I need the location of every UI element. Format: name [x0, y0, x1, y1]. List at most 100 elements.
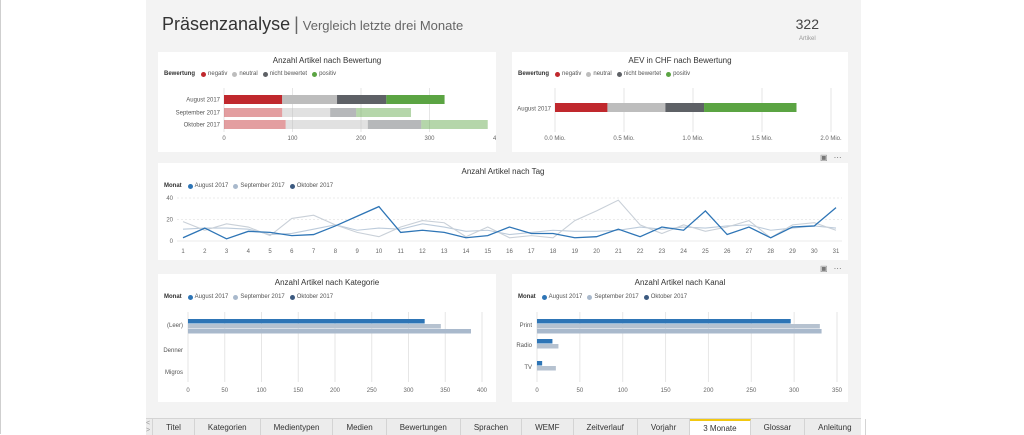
legend-item-sep[interactable]: September 2017 [233, 294, 285, 300]
y-category-label: Denner [163, 348, 183, 354]
tab-titel[interactable]: Titel [153, 419, 195, 435]
x-tick-label: 10 [376, 249, 383, 255]
x-tick-label: 31 [833, 249, 840, 255]
chart-bewertung[interactable]: Anzahl Artikel nach Bewertung Bewertung … [158, 52, 496, 152]
legend-item-nicht-bewertet[interactable]: nicht bewertet [616, 71, 661, 77]
y-category-label: September 2017 [176, 111, 221, 117]
tab-scroll-arrows[interactable]: < > [146, 419, 154, 435]
bar-segment [224, 95, 283, 104]
legend-item-neutral[interactable]: neutral [232, 71, 258, 77]
legend-item-aug[interactable]: August 2017 [187, 294, 228, 300]
x-tick-label: 0.5 Mio. [613, 136, 635, 142]
card-toolbar: ▣ ⋯ [820, 153, 842, 162]
x-tick-label: 17 [528, 249, 535, 255]
chart-aev[interactable]: AEV in CHF nach Bewertung Bewertung nega… [512, 52, 848, 152]
x-tick-label: 16 [506, 249, 513, 255]
bar-segment [282, 95, 338, 104]
x-tick-label: 150 [661, 388, 672, 394]
x-tick-label: 12 [419, 249, 426, 255]
bar-segment [421, 120, 488, 129]
x-tick-label: 100 [256, 388, 267, 394]
legend-item-negativ[interactable]: negativ [555, 71, 581, 77]
legend-item-okt[interactable]: Oktober 2017 [289, 183, 333, 189]
x-tick-label: 250 [367, 388, 378, 394]
x-tick-label: 300 [424, 136, 435, 142]
legend-item-sep[interactable]: September 2017 [233, 183, 285, 189]
legend-title: Monat [518, 294, 536, 300]
page-title: Präsenzanalyse [162, 14, 291, 34]
series-line-0 [182, 205, 837, 240]
x-tick-label: 8 [334, 249, 338, 255]
focus-mode-icon[interactable]: ▣ [820, 264, 828, 273]
chart-title: Anzahl Artikel nach Kanal [634, 278, 726, 287]
x-tick-label: 11 [398, 249, 405, 255]
chart-title: Anzahl Artikel nach Tag [461, 167, 545, 176]
x-tick-label: 400 [493, 136, 496, 142]
y-category-label: August 2017 [186, 98, 220, 104]
tab-3-monate[interactable]: 3 Monate [690, 419, 751, 435]
report-canvas: Präsenzanalyse | Vergleich letzte drei M… [146, 0, 861, 418]
bar [188, 319, 425, 324]
x-tick-label: 100 [618, 388, 629, 394]
tab-anleitung[interactable]: Anleitung [805, 419, 866, 435]
legend-item-positiv[interactable]: positiv [666, 71, 690, 77]
bar [537, 339, 553, 344]
x-tick-label: 23 [659, 249, 666, 255]
tab-kategorien[interactable]: Kategorien [195, 419, 261, 435]
bar-segment [356, 108, 412, 117]
bar-segment [555, 103, 608, 112]
bar [537, 344, 559, 349]
bar-segment [665, 103, 705, 112]
x-tick-label: 0.0 Mio. [544, 136, 566, 142]
ellipsis-icon[interactable]: ⋯ [833, 153, 842, 162]
chart-plot: 0 50 100 150 200 250 300 350 Print Radio TV [516, 312, 843, 394]
tab-medien[interactable]: Medien [333, 419, 387, 435]
tab-glossar[interactable]: Glossar [751, 419, 806, 435]
y-tick-label: 20 [166, 218, 173, 224]
bar-segment [282, 108, 331, 117]
bar [537, 324, 820, 329]
tab-zeitverlauf[interactable]: Zeitverlauf [574, 419, 638, 435]
legend-item-sep[interactable]: September 2017 [587, 294, 639, 300]
legend-item-positiv[interactable]: positiv [312, 71, 336, 77]
kpi-value: 322 [795, 16, 819, 32]
card-toolbar: ▣ ⋯ [820, 264, 842, 273]
tab-sprachen[interactable]: Sprachen [461, 419, 523, 435]
x-tick-label: 50 [577, 388, 584, 394]
x-tick-label: 350 [440, 388, 451, 394]
chart-title: Anzahl Artikel nach Bewertung [272, 56, 382, 65]
chart-legend: Monat August 2017 September 2017 Oktober… [164, 183, 338, 189]
bar-segment [367, 120, 422, 129]
chart-title: AEV in CHF nach Bewertung [628, 56, 732, 65]
chart-legend: Bewertung negativ neutral nicht bewertet… [164, 71, 341, 77]
chart-tag[interactable]: Anzahl Artikel nach Tag Monat August 201… [158, 163, 848, 260]
x-tick-label: 27 [746, 249, 753, 255]
x-tick-label: 200 [703, 388, 714, 394]
tab-wemf[interactable]: WEMF [522, 419, 574, 435]
kpi-card[interactable]: 322 Artikel [796, 16, 819, 42]
tab-medientypen[interactable]: Medientypen [261, 419, 334, 435]
legend-item-aug[interactable]: August 2017 [187, 183, 228, 189]
bar-segment [224, 120, 286, 129]
legend-item-nicht-bewertet[interactable]: nicht bewertet [262, 71, 307, 77]
title-separator: | [294, 14, 299, 34]
x-tick-label: 200 [330, 388, 341, 394]
x-tick-label: 26 [724, 249, 731, 255]
chart-kanal[interactable]: Anzahl Artikel nach Kanal Monat August 2… [512, 274, 848, 402]
legend-item-negativ[interactable]: negativ [201, 71, 227, 77]
x-tick-label: 300 [789, 388, 800, 394]
tab-bewertungen[interactable]: Bewertungen [387, 419, 461, 435]
legend-item-aug[interactable]: August 2017 [541, 294, 582, 300]
legend-item-okt[interactable]: Oktober 2017 [289, 294, 333, 300]
legend-item-neutral[interactable]: neutral [586, 71, 612, 77]
chart-title: Anzahl Artikel nach Kategorie [274, 278, 380, 287]
legend-item-okt[interactable]: Oktober 2017 [643, 294, 687, 300]
legend-title: Monat [164, 183, 182, 189]
chart-legend: Monat August 2017 September 2017 Oktober… [518, 294, 692, 300]
focus-mode-icon[interactable]: ▣ [820, 153, 828, 162]
y-category-label: (Leer) [167, 323, 183, 329]
tab-vorjahr[interactable]: Vorjahr [638, 419, 691, 435]
ellipsis-icon[interactable]: ⋯ [833, 264, 842, 273]
chart-kategorie[interactable]: Anzahl Artikel nach Kategorie Monat Augu… [158, 274, 496, 402]
